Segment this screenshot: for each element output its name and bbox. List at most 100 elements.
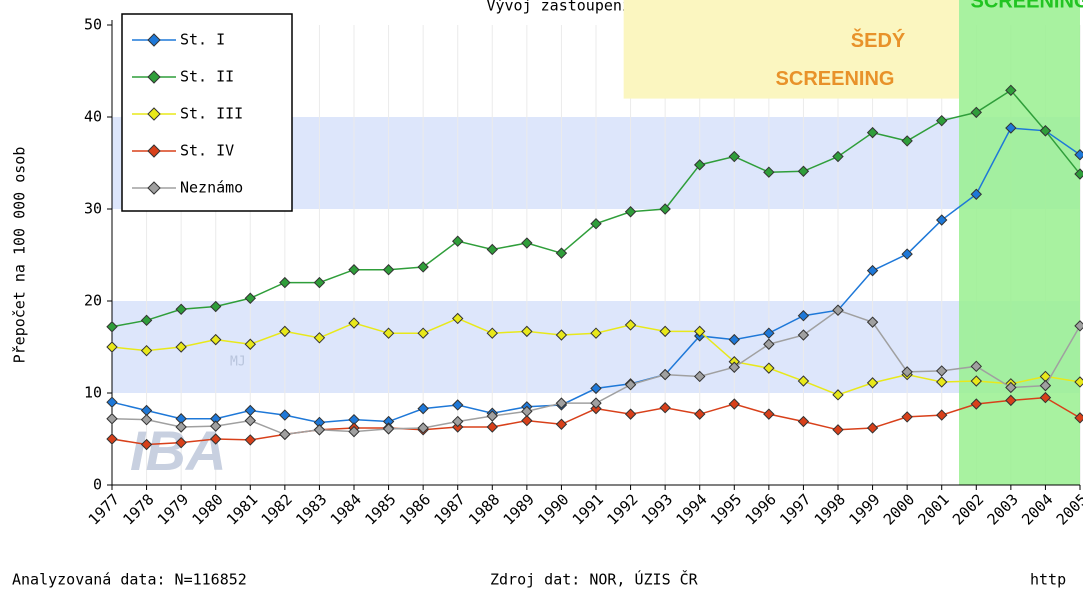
marker <box>590 218 602 230</box>
x-tick-label: 1984 <box>327 490 365 528</box>
marker <box>936 376 948 388</box>
footer-text: Analyzovaná data: N=116852 <box>12 571 247 589</box>
footer-text: Zdroj dat: NOR, ÚZIS ČR <box>490 570 699 589</box>
legend-marker <box>147 107 161 121</box>
marker <box>521 414 533 427</box>
x-tick-label: 2004 <box>1018 490 1056 528</box>
marker <box>244 434 256 446</box>
marker <box>659 368 671 381</box>
x-tick-label: 1992 <box>603 490 641 528</box>
x-tick-label: 1978 <box>119 490 157 528</box>
marker <box>970 188 982 200</box>
legend-label: St. III <box>180 105 243 123</box>
marker <box>659 203 671 215</box>
marker <box>797 375 810 387</box>
marker <box>659 402 671 414</box>
marker <box>279 276 291 289</box>
marker <box>1074 320 1083 332</box>
marker <box>624 379 637 391</box>
annotation: ŠEDÝ SCREENING <box>776 28 906 90</box>
marker <box>1039 391 1052 404</box>
marker <box>694 325 706 338</box>
marker <box>175 421 187 433</box>
region <box>623 0 959 99</box>
marker <box>970 360 982 373</box>
x-tick-label: 1981 <box>223 490 261 528</box>
marker <box>210 300 222 313</box>
marker <box>244 404 256 417</box>
marker <box>936 409 948 421</box>
marker <box>1074 376 1083 388</box>
marker <box>279 325 291 338</box>
marker <box>970 106 982 119</box>
marker <box>555 397 568 409</box>
x-tick-label: 2003 <box>984 490 1022 528</box>
x-tick-label: 2000 <box>880 490 918 528</box>
marker <box>521 237 533 249</box>
x-tick-label: 2002 <box>949 490 987 528</box>
watermark: MJ <box>230 355 246 370</box>
marker <box>728 333 740 346</box>
y-tick-label: 10 <box>84 384 102 402</box>
x-tick-label: 1988 <box>465 490 503 528</box>
x-tick-label: 1979 <box>154 490 192 528</box>
marker <box>901 135 913 147</box>
marker <box>1074 149 1083 161</box>
x-tick-label: 1989 <box>500 490 538 528</box>
marker <box>970 398 982 410</box>
marker <box>313 332 326 344</box>
y-tick-label: 20 <box>84 292 102 310</box>
marker <box>1005 84 1017 97</box>
marker <box>175 341 187 353</box>
marker <box>106 341 118 353</box>
marker <box>140 344 153 357</box>
x-tick-label: 1994 <box>672 490 710 528</box>
marker <box>728 361 740 373</box>
marker <box>1074 412 1083 424</box>
legend-marker <box>147 144 161 158</box>
y-tick-label: 0 <box>93 476 102 494</box>
x-tick-label: 1995 <box>707 490 745 528</box>
x-tick-label: 1996 <box>742 490 780 528</box>
y-tick-label: 30 <box>84 200 102 218</box>
marker <box>590 327 602 339</box>
y-tick-label: 50 <box>84 16 102 34</box>
y-tick-label: 40 <box>84 108 102 126</box>
marker <box>797 165 810 177</box>
marker <box>832 150 844 163</box>
marker <box>832 389 844 401</box>
x-tick-label: 1991 <box>569 490 607 528</box>
marker <box>348 425 360 438</box>
marker <box>210 420 222 432</box>
marker <box>313 424 326 436</box>
marker <box>624 408 637 420</box>
marker <box>555 329 568 341</box>
marker <box>417 261 429 273</box>
legend-marker <box>147 70 161 84</box>
marker <box>140 413 153 426</box>
marker <box>1039 379 1052 392</box>
marker <box>382 423 395 435</box>
marker <box>348 264 360 276</box>
marker <box>866 377 879 389</box>
marker <box>797 415 810 428</box>
marker <box>866 264 879 277</box>
y-axis-label: Přepočet na 100 000 osob <box>11 147 29 364</box>
marker <box>279 428 291 441</box>
region <box>959 0 1080 485</box>
marker <box>210 433 222 445</box>
marker <box>555 418 568 430</box>
x-tick-label: 1997 <box>776 490 814 528</box>
marker <box>452 235 464 247</box>
marker <box>313 276 326 289</box>
marker <box>936 214 948 226</box>
marker <box>417 327 429 339</box>
x-tick-label: 1999 <box>845 490 883 528</box>
marker <box>970 375 982 387</box>
marker <box>763 327 775 339</box>
x-tick-label: 1987 <box>430 490 468 528</box>
marker <box>694 408 706 420</box>
legend-label: St. IV <box>180 142 234 160</box>
marker <box>624 319 637 331</box>
legend-label: St. II <box>180 68 234 86</box>
